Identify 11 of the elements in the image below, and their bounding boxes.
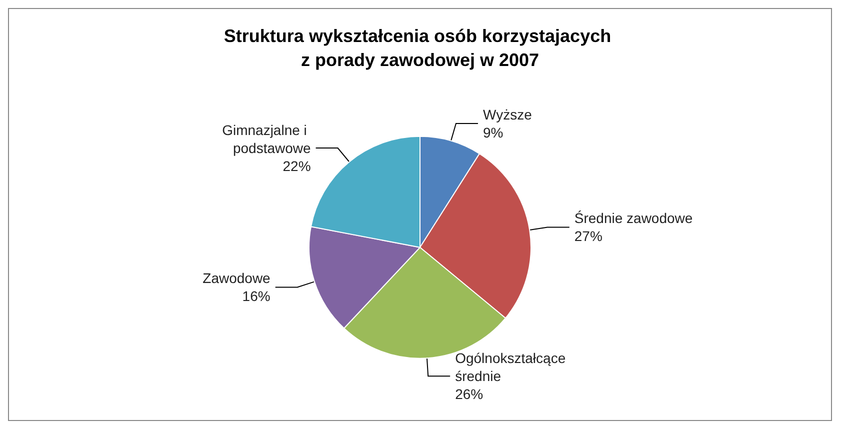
data-label: 26% — [455, 386, 484, 402]
data-label: 9% — [482, 124, 504, 141]
data-label: 22% — [282, 158, 311, 174]
chart-title: Struktura wykształcenia osób korzystajacych z porady zawodowej w 2007 — [224, 26, 616, 70]
slice-label: Wyższe — [482, 106, 532, 123]
slice-label: Zawodowe — [202, 270, 271, 286]
slice-label: Gimnazjalne i podstawowe — [222, 122, 312, 156]
data-label: 27% — [574, 228, 602, 244]
slice-label: Ogólnokształcące średnie — [455, 350, 570, 384]
data-label: 16% — [242, 288, 270, 304]
slice-label: Średnie zawodowe — [574, 210, 693, 226]
